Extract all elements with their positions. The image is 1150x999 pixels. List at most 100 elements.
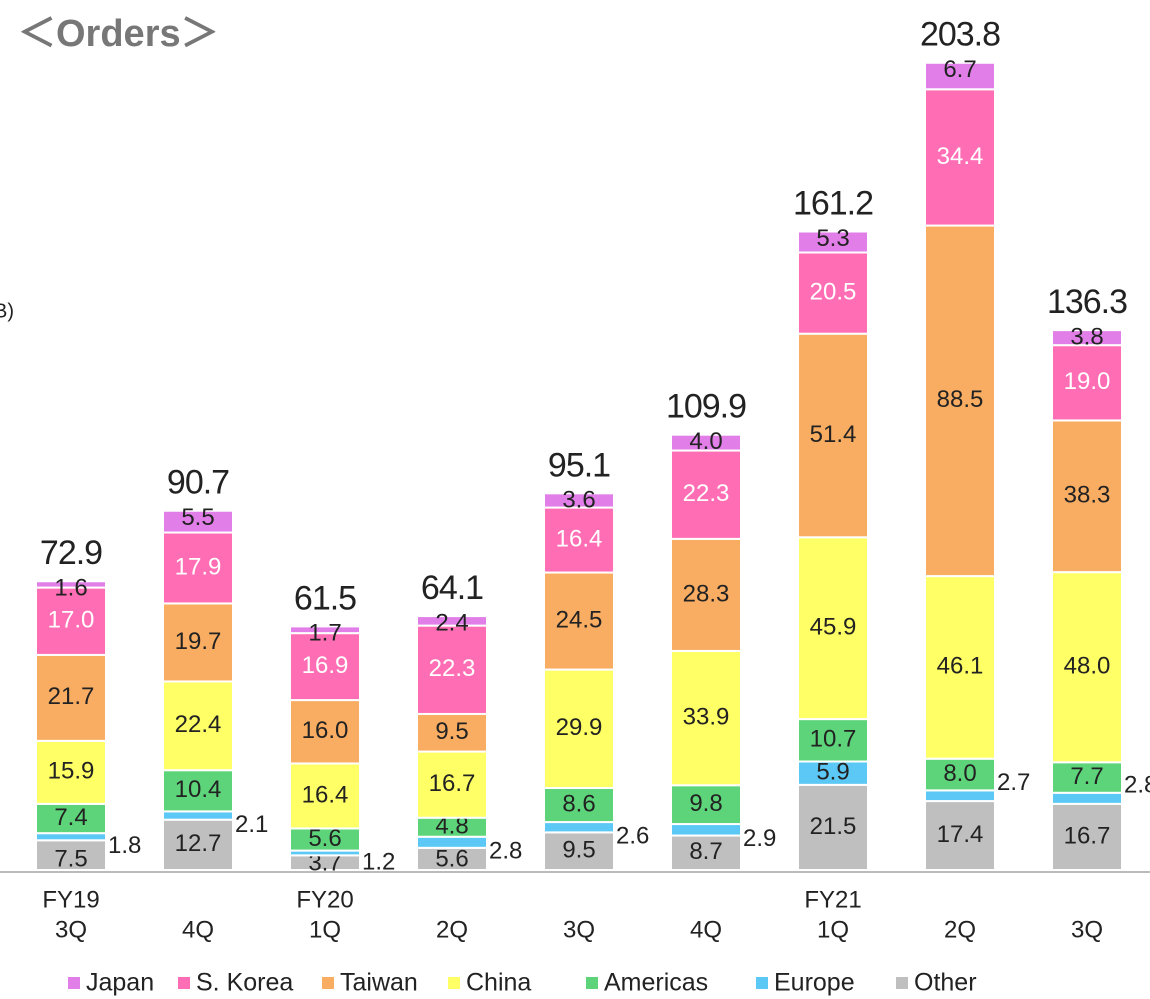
total-label: 136.3: [1047, 283, 1127, 321]
bar-segment: [543, 506, 615, 574]
data-label: 29.9: [556, 714, 603, 741]
data-label: 16.7: [1064, 822, 1111, 849]
bar-segment: [1051, 344, 1123, 422]
data-label: 48.0: [1064, 653, 1111, 680]
bar-segment: [924, 575, 996, 760]
data-label: 5.3: [816, 225, 849, 252]
x-tick-label: 3Q: [563, 916, 595, 943]
legend-swatch: [322, 977, 334, 989]
bar-segment: [162, 810, 234, 821]
x-tick-label: 4Q: [182, 916, 214, 943]
bar-segment: [924, 224, 996, 578]
bar-segment: [797, 783, 869, 872]
data-label: 38.3: [1064, 482, 1111, 509]
bar-segment: [1051, 791, 1123, 805]
x-year-label: FY21: [804, 886, 861, 913]
x-year-label: FY20: [296, 886, 353, 913]
total-label: 161.2: [793, 184, 873, 222]
legend-swatch: [178, 977, 190, 989]
data-label: 10.4: [175, 776, 222, 803]
data-label: 17.9: [175, 553, 222, 580]
bar-segment: [797, 332, 869, 539]
data-label: 17.0: [48, 607, 95, 634]
bar-segment: [1051, 329, 1123, 347]
bar-segment: [162, 769, 234, 813]
data-label: 88.5: [937, 386, 984, 413]
bar-segment: [797, 230, 869, 254]
bar-segment: [162, 680, 234, 772]
data-label: 46.1: [937, 653, 984, 680]
data-label: 7.5: [54, 845, 87, 872]
data-label: 17.4: [937, 821, 984, 848]
x-tick-label: 1Q: [309, 916, 341, 943]
x-tick-label: 3Q: [55, 916, 87, 943]
bar-segment: [1051, 802, 1123, 871]
data-label: 1.7: [308, 620, 341, 647]
bar-segment: [162, 509, 234, 534]
data-label: 8.0: [943, 760, 976, 787]
legend-label: China: [466, 969, 531, 997]
legend-label: S. Korea: [196, 969, 293, 997]
legend-label: Americas: [604, 969, 708, 997]
data-label: 24.5: [556, 606, 603, 633]
bar-segment: [797, 536, 869, 721]
bar-segment: [289, 632, 361, 702]
bar-segment: [162, 818, 234, 872]
data-label: 3.6: [562, 487, 595, 514]
data-label: 6.7: [943, 56, 976, 83]
data-label: 9.5: [435, 718, 468, 745]
unit-label: B): [0, 300, 14, 322]
bar-segment: [543, 668, 615, 790]
legend-label: Europe: [774, 969, 855, 997]
bar-segment: [1051, 571, 1123, 764]
bar-segment: [797, 251, 869, 335]
data-label: 1.8: [108, 832, 141, 859]
data-label: 22.4: [175, 711, 222, 738]
legend-label: Taiwan: [340, 969, 418, 997]
bar-segment: [924, 789, 996, 803]
data-label: 4.0: [689, 428, 722, 455]
x-tick-label: 2Q: [944, 916, 976, 943]
data-label: 20.5: [810, 278, 857, 305]
data-label: 8.7: [689, 838, 722, 865]
data-label: 8.6: [562, 790, 595, 817]
bar-segment: [670, 649, 742, 787]
bar-segment: [1051, 419, 1123, 574]
data-label: 2.4: [435, 609, 468, 636]
data-label: 34.4: [937, 143, 984, 170]
legend-swatch: [756, 977, 768, 989]
data-label: 19.7: [175, 628, 222, 655]
legend-swatch: [896, 977, 908, 989]
data-label: 51.4: [810, 421, 857, 448]
legend-label: Other: [914, 969, 977, 997]
x-tick-label: 3Q: [1071, 916, 1103, 943]
data-label: 2.8: [489, 838, 522, 865]
bar-segment: [543, 821, 615, 834]
bar-segment: [162, 531, 234, 605]
data-label: 33.9: [683, 703, 730, 730]
data-label: 21.7: [48, 683, 95, 710]
data-label: 22.3: [683, 480, 730, 507]
total-label: 72.9: [40, 534, 102, 572]
total-label: 64.1: [421, 569, 483, 607]
data-label: 5.5: [181, 504, 214, 531]
data-label: 21.5: [810, 813, 857, 840]
total-label: 61.5: [294, 579, 356, 617]
data-label: 7.7: [1070, 763, 1103, 790]
data-label: 9.8: [689, 790, 722, 817]
data-label: 5.9: [816, 758, 849, 785]
bar-segment: [289, 762, 361, 830]
data-label: 10.7: [810, 726, 857, 753]
bar-segment: [162, 602, 234, 683]
bar-segment: [924, 88, 996, 227]
bar-segment: [289, 699, 361, 765]
data-label: 1.2: [362, 848, 395, 875]
total-label: 90.7: [167, 464, 229, 502]
data-label: 45.9: [810, 614, 857, 641]
data-label: 16.7: [429, 770, 476, 797]
bar-segment: [670, 834, 742, 871]
bar-segment: [670, 537, 742, 652]
bar-segment: [924, 800, 996, 872]
data-label: 2.6: [616, 823, 649, 850]
